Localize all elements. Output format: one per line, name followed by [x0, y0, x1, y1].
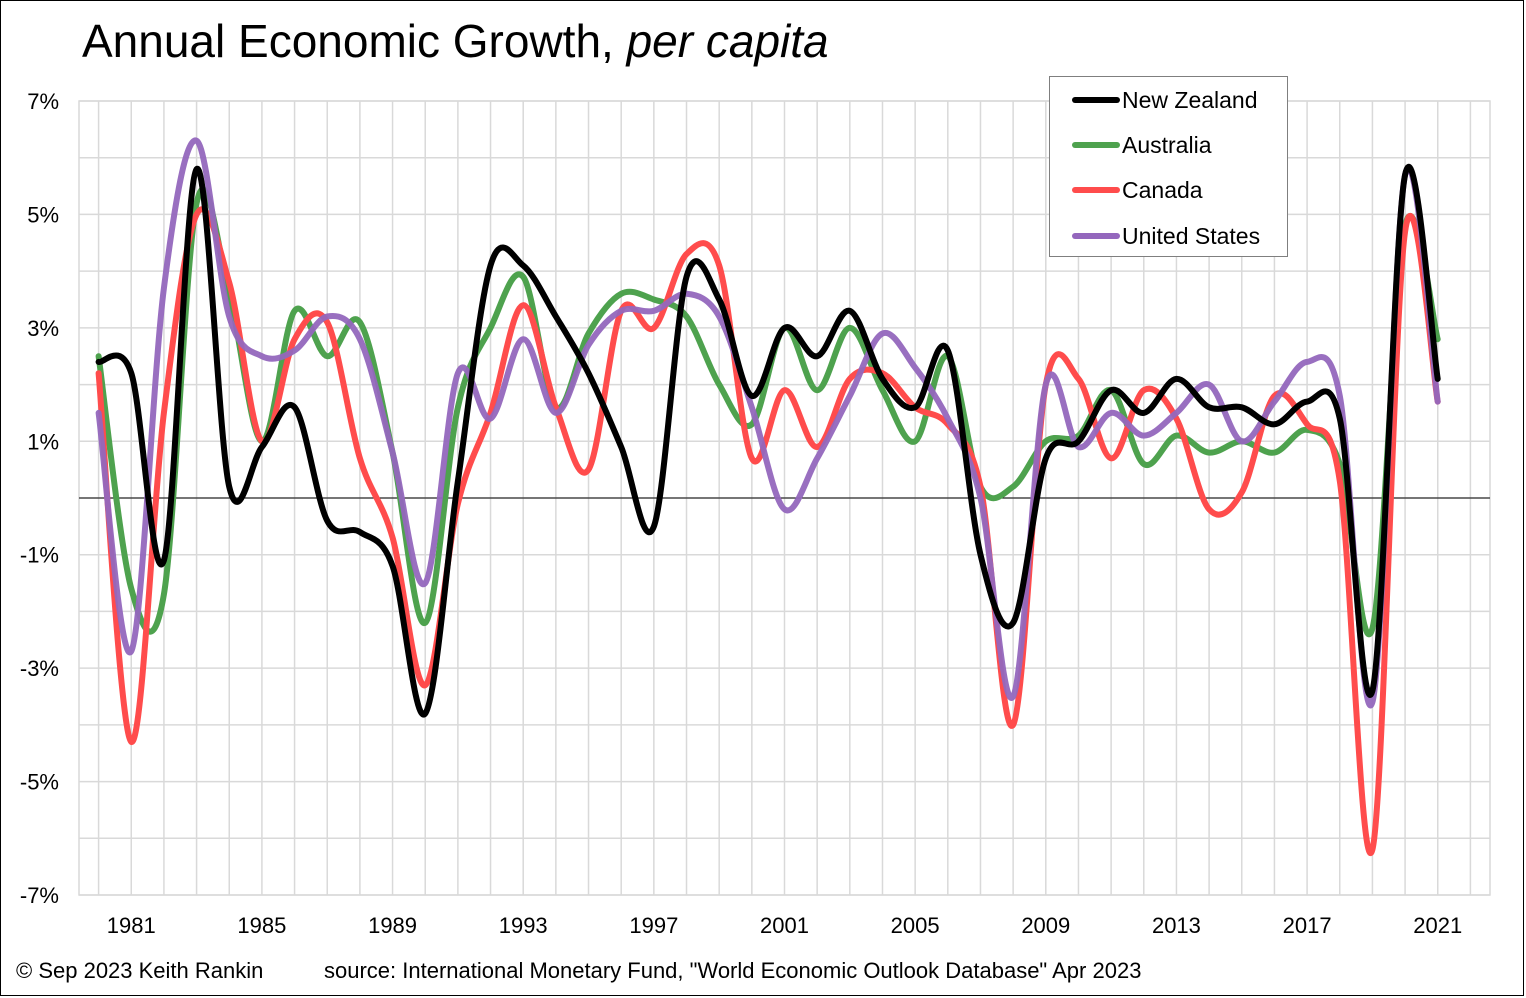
legend-item-australia: Australia	[1072, 130, 1211, 160]
chart-title: Annual Economic Growth, per capita	[82, 14, 829, 69]
x-tick-label: 2001	[760, 913, 809, 938]
x-tick-label: 2009	[1021, 913, 1070, 938]
legend-item-new-zealand: New Zealand	[1072, 85, 1258, 115]
legend-label-canada: Canada	[1122, 176, 1203, 203]
chart-title-main: Annual Economic Growth,	[82, 15, 627, 67]
x-tick-label: 2017	[1283, 913, 1332, 938]
y-tick-label: -1%	[20, 543, 59, 568]
footer-copyright: © Sep 2023 Keith Rankin	[16, 958, 264, 983]
legend-swatch-new-zealand	[1072, 97, 1120, 103]
y-tick-label: -5%	[20, 770, 59, 795]
series-line-new-zealand	[95, 163, 1441, 718]
x-tick-label: 1997	[629, 913, 678, 938]
y-tick-label: 3%	[27, 316, 59, 341]
series-lines	[95, 137, 1441, 856]
legend: New Zealand Australia Canada United Stat…	[1049, 76, 1288, 257]
x-tick-label: 2021	[1413, 913, 1462, 938]
x-tick-label: 1981	[107, 913, 156, 938]
y-tick-label: 5%	[27, 202, 59, 227]
chart-title-italic: per capita	[626, 15, 829, 67]
y-tick-label: 7%	[27, 89, 59, 114]
legend-label-united-states: United States	[1122, 222, 1261, 249]
footer-source: source: International Monetary Fund, "Wo…	[324, 958, 1142, 983]
legend-item-canada: Canada	[1072, 175, 1203, 205]
legend-item-united-states: United States	[1072, 221, 1260, 251]
legend-swatch-australia	[1072, 142, 1120, 148]
series-line-united-states	[95, 137, 1441, 709]
y-tick-label: 1%	[27, 429, 59, 454]
tick-labels: -7% -5% -3% -1% 1% 3% 5% 7% 1981 1985 1989 1993 1997…	[20, 89, 1462, 938]
legend-label-australia: Australia	[1122, 131, 1212, 158]
axes	[78, 100, 1491, 896]
legend-swatch-canada	[1072, 187, 1120, 193]
y-tick-label: -3%	[20, 656, 59, 681]
x-tick-label: 2013	[1152, 913, 1201, 938]
legend-label-new-zealand: New Zealand	[1122, 86, 1258, 113]
x-tick-label: 2005	[891, 913, 940, 938]
x-tick-label: 1993	[499, 913, 548, 938]
x-tick-label: 1985	[237, 913, 286, 938]
y-tick-label: -7%	[20, 883, 59, 908]
legend-swatch-united-states	[1072, 233, 1120, 239]
x-tick-label: 1989	[368, 913, 417, 938]
